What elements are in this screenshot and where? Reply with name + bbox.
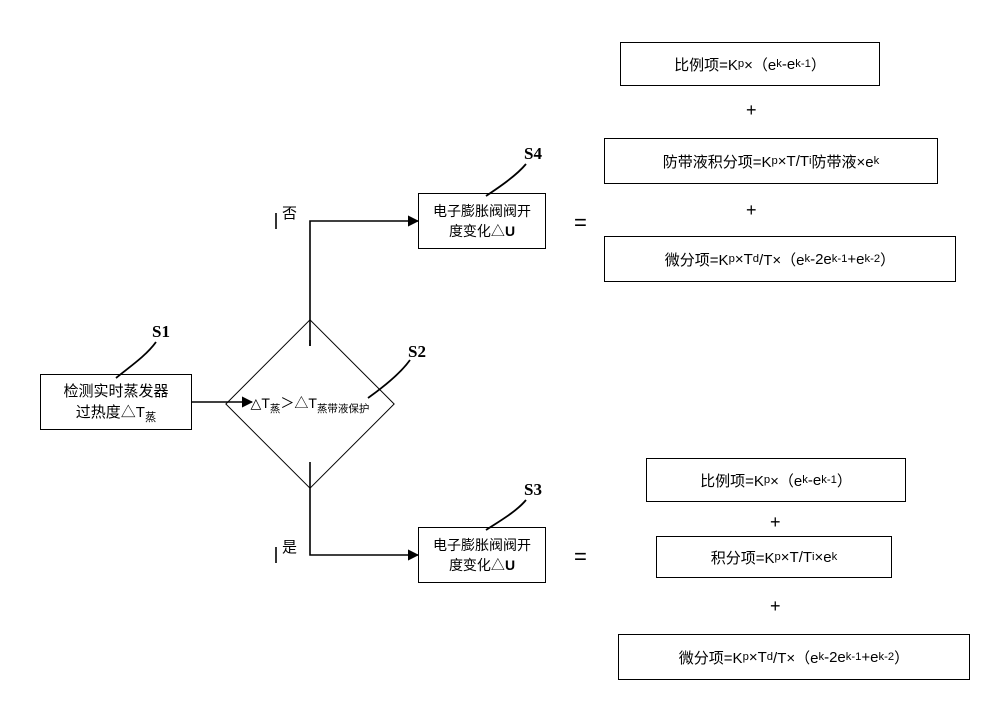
node-s4: 电子膨胀阀阀开 度变化△U — [418, 193, 546, 249]
edge-label-yes: 是 — [282, 536, 297, 557]
label-s3: S3 — [524, 480, 542, 500]
edge-label-no: 否 — [282, 202, 297, 223]
node-s2: △T蒸＞△T蒸带液保护 — [224, 318, 396, 490]
eq-b-derivative: 微分项=Kp×Td/T×（ek-2ek-1+ek-2） — [618, 634, 970, 680]
eq-b-integral: 积分项=Kp×T/Ti×ek — [656, 536, 892, 578]
eq-b-proportional: 比例项=Kp×（ek-ek-1） — [646, 458, 906, 502]
node-s1: 检测实时蒸发器 过热度△T蒸 — [40, 374, 192, 430]
plus-a2: + — [746, 200, 757, 221]
plus-b2: + — [770, 596, 781, 617]
label-s1: S1 — [152, 322, 170, 342]
node-s1-line1: 检测实时蒸发器 — [63, 380, 168, 401]
plus-b1: + — [770, 512, 781, 533]
connectors — [0, 0, 1000, 715]
eq-a-proportional: 比例项=Kp×（ek-ek-1） — [620, 42, 880, 86]
eq-a-derivative: 微分项=Kp×Td/T×（ek-2ek-1+ek-2） — [604, 236, 956, 282]
equals-top: = — [574, 210, 587, 236]
eq-a-integral: 防带液积分项=Kp×T/Ti防带液×ek — [604, 138, 938, 184]
label-s4: S4 — [524, 144, 542, 164]
node-s1-line2: 过热度△T蒸 — [63, 401, 168, 425]
node-s2-label: △T蒸＞△T蒸带液保护 — [251, 393, 370, 416]
plus-a1: + — [746, 100, 757, 121]
label-s2: S2 — [408, 342, 426, 362]
equals-bottom: = — [574, 544, 587, 570]
node-s3: 电子膨胀阀阀开 度变化△U — [418, 527, 546, 583]
